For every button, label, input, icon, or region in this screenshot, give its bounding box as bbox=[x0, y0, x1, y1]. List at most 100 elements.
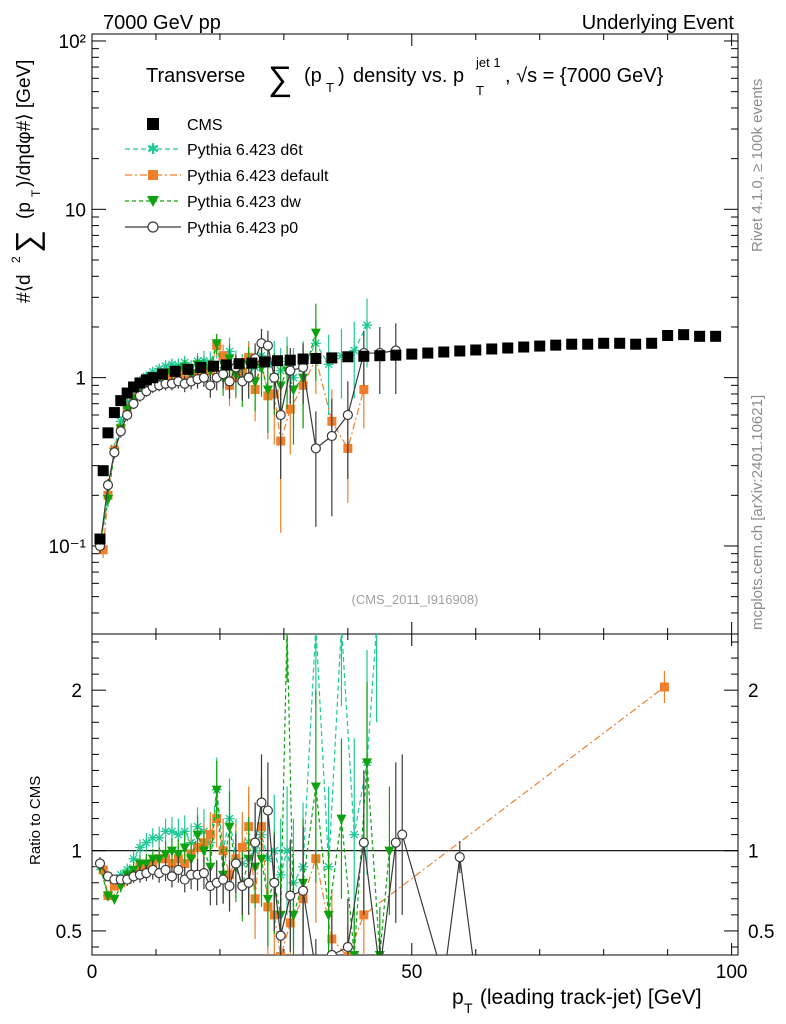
ratio-tick-label-right: 1 bbox=[748, 842, 759, 863]
point-cms bbox=[614, 337, 626, 349]
point-cms bbox=[710, 330, 722, 342]
point-d6t-ratio bbox=[134, 842, 145, 853]
point-cms bbox=[297, 353, 309, 365]
point-cms bbox=[115, 395, 127, 407]
point-cms bbox=[169, 365, 181, 377]
point-p0-ratio bbox=[198, 868, 210, 879]
point-default-ratio bbox=[109, 881, 119, 891]
point-cms bbox=[358, 350, 370, 362]
y-tick-label: 10⁻¹ bbox=[49, 537, 87, 558]
ratio-tick-label: 2 bbox=[71, 681, 82, 702]
xlabel-sub: T bbox=[464, 1000, 473, 1016]
x-tick-label: 0 bbox=[87, 962, 98, 983]
header-right: Underlying Event bbox=[582, 12, 735, 34]
ylabel-sigma: ∑ bbox=[9, 230, 45, 253]
point-dw-ratio bbox=[192, 830, 203, 841]
point-d6t-ratio-arm bbox=[174, 830, 183, 839]
point-cms bbox=[94, 533, 106, 545]
point-cms bbox=[271, 355, 283, 367]
point-dw-ratio bbox=[154, 854, 165, 865]
point-default-ratio bbox=[205, 830, 215, 840]
point-dw-ratio bbox=[115, 881, 126, 892]
point-cms bbox=[97, 465, 109, 477]
axis-ticks: 0 50 100 10⁻¹ 1 10 10² 0.5 0.5 1 1 2 2 bbox=[49, 32, 775, 983]
point-p0-ratio bbox=[471, 975, 480, 984]
main-plot-area bbox=[94, 298, 722, 558]
ylabel-p: (p bbox=[14, 202, 35, 219]
title-p-sub: T bbox=[326, 80, 334, 95]
point-p0-ratio bbox=[375, 967, 384, 976]
title-mid: density vs. p bbox=[353, 65, 464, 87]
point-d6t-ratio-arm bbox=[167, 827, 176, 836]
point-p0 bbox=[128, 398, 139, 409]
side-label-mcplots: mcplots.cern.ch [arXiv:2401.10621] bbox=[749, 395, 766, 630]
point-dw-ratio bbox=[179, 843, 190, 854]
point-cms bbox=[550, 339, 562, 351]
point-dw-ratio bbox=[109, 894, 120, 905]
point-default bbox=[218, 351, 228, 361]
point-p0 bbox=[122, 409, 133, 421]
point-d6t-ratio-arm bbox=[373, 622, 380, 629]
point-p0-ratio bbox=[249, 837, 261, 848]
point-p0-ratio bbox=[173, 864, 184, 876]
point-d6t-arm bbox=[116, 417, 125, 426]
point-dw bbox=[211, 339, 222, 350]
point-d6t-arm bbox=[363, 321, 372, 330]
point-cms bbox=[233, 358, 245, 370]
point-cms bbox=[502, 342, 514, 354]
point-p0-ratio bbox=[94, 858, 106, 869]
point-dw bbox=[102, 495, 113, 506]
point-d6t-ratio-arm bbox=[338, 622, 345, 629]
point-cms bbox=[102, 427, 114, 439]
point-cms bbox=[534, 340, 546, 352]
x-tick-label: 50 bbox=[401, 962, 422, 983]
point-p0 bbox=[205, 380, 216, 391]
point-p0 bbox=[326, 430, 337, 442]
point-d6t-ratio-arm bbox=[373, 622, 380, 629]
point-p0-ratio bbox=[256, 797, 267, 808]
point-d6t-ratio-arm bbox=[135, 843, 144, 852]
point-d6t-ratio bbox=[147, 832, 158, 843]
xlabel-p: p bbox=[452, 986, 464, 1009]
point-dw-ratio bbox=[256, 854, 267, 865]
point-d6t-ratio-arm bbox=[129, 854, 138, 863]
point-dw-ratio bbox=[384, 846, 395, 857]
header-left: 7000 GeV pp bbox=[103, 12, 221, 34]
legend-dw: Pythia 6.423 dw bbox=[187, 194, 301, 211]
point-cms bbox=[518, 341, 530, 353]
point-cms bbox=[208, 360, 220, 372]
point-dw-ratio bbox=[310, 782, 321, 793]
y-tick-label: 10 bbox=[65, 200, 86, 221]
point-d6t-ratio-arm bbox=[148, 833, 157, 842]
point-p0-ratio bbox=[243, 877, 254, 888]
point-cms bbox=[646, 337, 658, 349]
point-p0-ratio bbox=[160, 864, 171, 876]
x-axis-label: p T (leading track-jet) [GeV] bbox=[452, 986, 702, 1016]
point-d6t bbox=[349, 345, 360, 356]
point-d6t-ratio-arm bbox=[312, 622, 319, 629]
point-cms bbox=[454, 345, 466, 357]
point-cms bbox=[598, 337, 610, 349]
point-dw bbox=[262, 385, 273, 396]
point-p0-ratio bbox=[342, 941, 353, 953]
point-dw-ratio bbox=[134, 859, 145, 870]
point-cms bbox=[246, 357, 258, 369]
point-p0 bbox=[109, 447, 120, 458]
point-p0-ratio bbox=[262, 805, 273, 816]
point-d6t-ratio bbox=[154, 832, 165, 843]
legend-marker-d6t: ✱ bbox=[147, 140, 160, 158]
ratio-y-label: Ratio to CMS bbox=[27, 776, 44, 865]
point-dw-ratio bbox=[262, 894, 273, 905]
plot-title: Transverse ∑ (p T ) density vs. p T jet … bbox=[146, 55, 664, 98]
point-default-ratio bbox=[237, 842, 247, 852]
point-dw-ratio bbox=[362, 758, 373, 769]
point-dw-ratio bbox=[349, 951, 360, 955]
point-dw bbox=[310, 328, 321, 339]
point-cms bbox=[342, 351, 354, 363]
point-d6t-ratio bbox=[372, 621, 382, 631]
point-cms bbox=[326, 352, 338, 364]
point-default bbox=[359, 385, 369, 395]
point-dw-ratio bbox=[173, 849, 184, 860]
point-p0 bbox=[218, 368, 229, 380]
point-dw-ratio bbox=[323, 910, 334, 921]
